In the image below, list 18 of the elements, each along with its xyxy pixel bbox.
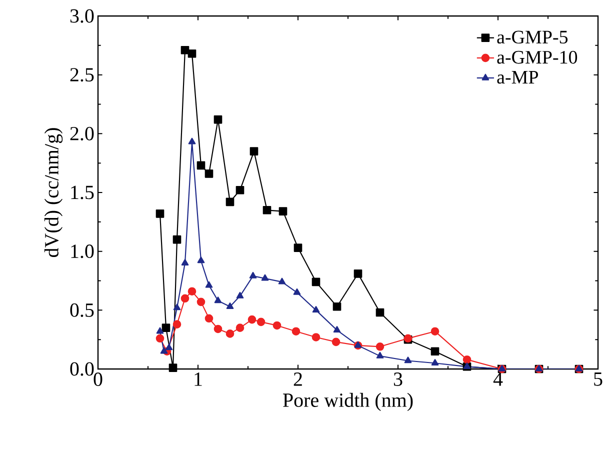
- y-tick-label: 1.5: [71, 186, 94, 200]
- legend-label: a-GMP-10: [497, 50, 578, 64]
- y-tick-label: 0.5: [70, 303, 94, 317]
- x-axis-title: Pore width (nm): [283, 392, 413, 412]
- x-tick-label: 5: [594, 372, 602, 386]
- y-tick-label: 1.0: [71, 244, 94, 258]
- x-tick-label: 4: [493, 372, 503, 386]
- legend-label: a-GMP-5: [497, 30, 568, 44]
- y-tick-label: 2.5: [70, 68, 94, 82]
- x-tick-label: 0: [94, 372, 102, 386]
- y-tick-label: 0.0: [70, 362, 94, 376]
- y-tick-label: 2.0: [70, 126, 94, 140]
- y-tick-label: 3.0: [70, 9, 94, 23]
- legend-label: a-MP: [497, 71, 538, 84]
- y-axis-title: dV(d) (cc/nm/g): [44, 128, 63, 258]
- x-tick-label: 2: [294, 372, 302, 386]
- x-tick-label: 3: [394, 372, 402, 386]
- x-tick-label: 1: [194, 372, 202, 386]
